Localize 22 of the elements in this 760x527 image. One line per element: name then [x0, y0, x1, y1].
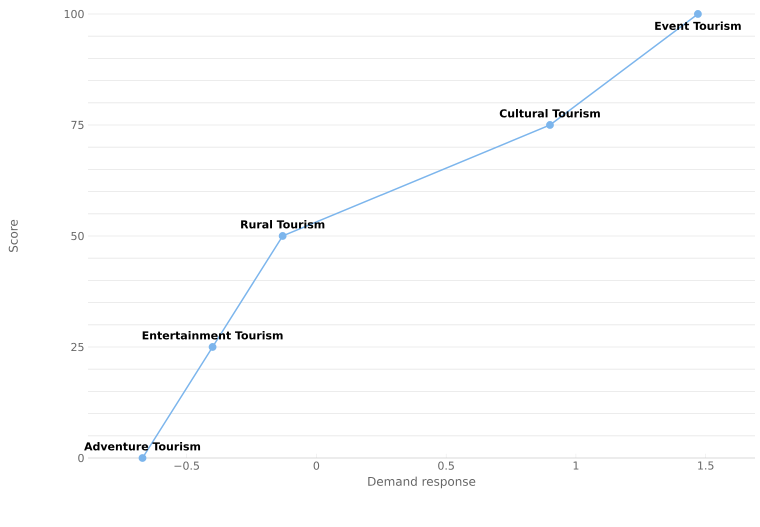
point	[208, 343, 217, 351]
point	[278, 232, 287, 240]
annotation: Adventure Tourism	[84, 442, 200, 450]
point	[694, 10, 702, 18]
x-tick-label: −0.5	[174, 462, 199, 470]
y-tick-label: 75	[71, 120, 84, 130]
point	[138, 454, 146, 462]
x-tick-label: 0	[314, 462, 320, 470]
point	[546, 121, 554, 129]
y-tick-label: 0	[78, 454, 84, 462]
x-tick-label: 1	[574, 462, 578, 470]
y-tick-label: 50	[71, 232, 84, 240]
annotation: Entertainment Tourism	[142, 331, 283, 340]
x-tick-label: 0.5	[438, 462, 454, 470]
y-tick-label: 25	[71, 342, 84, 352]
y-tick-label: 100	[64, 10, 84, 18]
annotation: Rural Tourism	[241, 220, 324, 228]
y-axis-title: Score	[8, 220, 18, 252]
x-tick-label: 1.5	[698, 462, 714, 470]
x-axis-title: Demand response	[368, 476, 476, 488]
annotation: Event Tourism	[655, 22, 741, 30]
annotation: Cultural Tourism	[500, 109, 600, 118]
